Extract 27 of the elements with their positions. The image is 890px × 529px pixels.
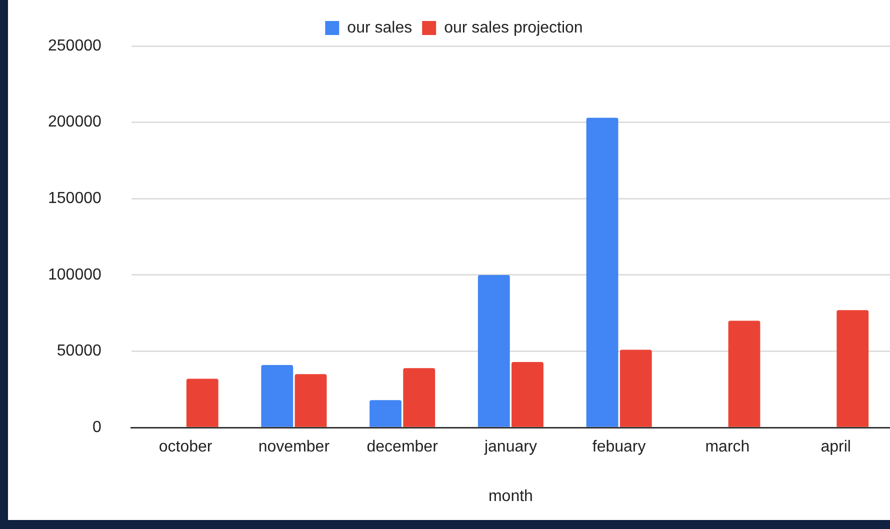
bar bbox=[478, 274, 510, 427]
x-axis-title: month bbox=[488, 488, 533, 505]
x-tick-label: january bbox=[483, 438, 537, 456]
y-tick-label: 200000 bbox=[48, 114, 102, 131]
bar bbox=[186, 378, 218, 427]
x-tick-label: november bbox=[258, 438, 330, 456]
x-tick-label: april bbox=[820, 438, 851, 456]
bar bbox=[586, 118, 618, 427]
bar bbox=[728, 320, 760, 427]
y-tick-label: 0 bbox=[92, 419, 102, 436]
bar bbox=[261, 365, 294, 427]
bar bbox=[620, 350, 652, 427]
y-tick-label: 100000 bbox=[48, 266, 102, 284]
y-tick-label: 50000 bbox=[56, 342, 102, 360]
y-tick-label: 250000 bbox=[48, 37, 102, 54]
x-tick-label: december bbox=[366, 438, 439, 456]
legend-label: our sales projection bbox=[444, 19, 583, 36]
bar bbox=[836, 310, 869, 427]
x-tick-label: febuary bbox=[592, 438, 646, 456]
x-tick-label: march bbox=[705, 438, 750, 456]
legend-label: our sales bbox=[347, 19, 412, 36]
bar bbox=[370, 400, 402, 427]
bar bbox=[403, 368, 436, 427]
y-tick-label: 150000 bbox=[48, 190, 102, 208]
bar bbox=[294, 374, 327, 427]
bar bbox=[512, 362, 544, 427]
x-tick-label: october bbox=[158, 438, 213, 456]
